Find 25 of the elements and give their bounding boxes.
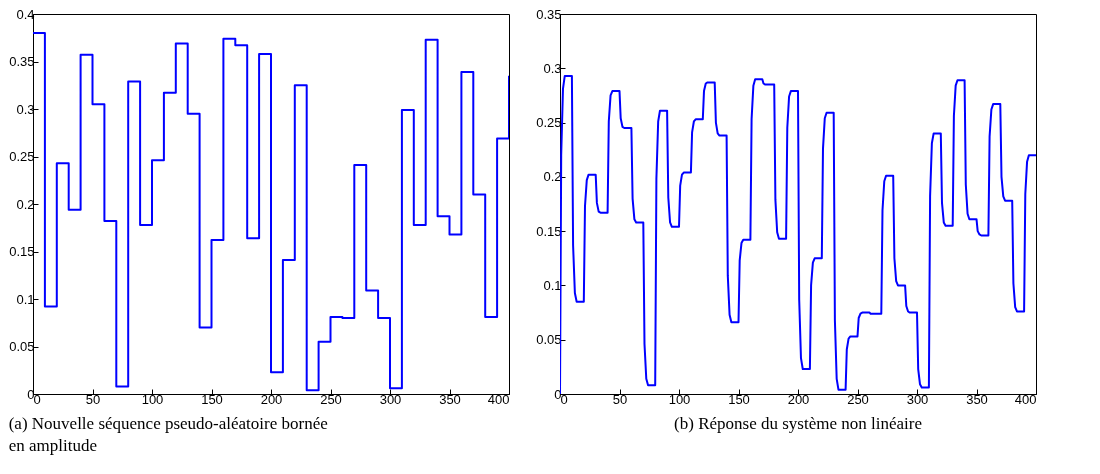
text: (b) Réponse du système non linéaire — [674, 414, 922, 433]
x-tick-label: 100 — [141, 391, 164, 407]
x-tick-label: 200 — [787, 391, 810, 407]
y-tick-label: 0.2 — [543, 169, 562, 185]
x-tick-label: 300 — [379, 391, 402, 407]
x-tick-label: 50 — [612, 391, 628, 407]
x-tick-label: 200 — [260, 391, 283, 407]
text: (a) Nouvelle séquence pseudo-aléatoire bornée en amplitude — [8, 414, 328, 455]
x-tick-label: 350 — [439, 391, 461, 407]
x-tick-label: 150 — [728, 391, 750, 407]
x-tick-label: 400 — [487, 391, 510, 407]
x-tick-label: 350 — [966, 391, 988, 407]
line-series — [560, 74, 1036, 394]
x-tick-label: 250 — [320, 391, 342, 407]
x-tick-label: 250 — [847, 391, 869, 407]
y-tick-label: 0.4 — [16, 6, 35, 22]
x-tick-label: 300 — [906, 391, 929, 407]
y-tick-label: 0.1 — [16, 291, 35, 307]
x-tick-label: 50 — [85, 391, 101, 407]
y-tick-label: 0.1 — [543, 277, 562, 293]
x-tick-label: 100 — [668, 391, 691, 407]
y-tick-label: 0.35 — [536, 6, 562, 22]
x-tick-label: 150 — [201, 391, 223, 407]
x-tick-label: 400 — [1014, 391, 1037, 407]
y-tick-label: 0.2 — [16, 196, 35, 212]
